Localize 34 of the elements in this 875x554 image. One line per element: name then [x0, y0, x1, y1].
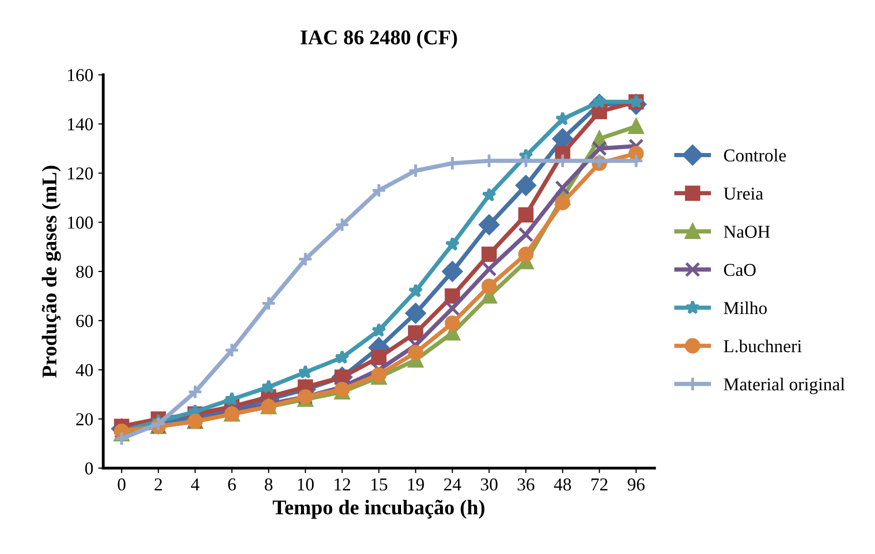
chart-title: IAC 86 2480 (CF) — [300, 30, 457, 49]
y-tick-label: 140 — [68, 118, 93, 130]
y-axis-title: Produção de gases (mL) — [42, 166, 61, 378]
x-tick-label: 0 — [118, 478, 126, 491]
x-tick-label: 6 — [228, 478, 236, 491]
x-tick-label: 8 — [264, 478, 272, 491]
x-tick-label: 24 — [444, 478, 462, 490]
legend-label: Controle — [724, 148, 786, 162]
y-tick-label: 160 — [68, 69, 93, 82]
x-tick-label: 12 — [334, 478, 350, 490]
y-tick-label: 100 — [68, 216, 93, 229]
y-tick-label: 80 — [76, 266, 93, 278]
x-tick-label: 2 — [154, 478, 162, 490]
legend-label: Material original — [724, 378, 845, 394]
legend-label: Ureia — [724, 188, 764, 200]
y-tick-label: 0 — [85, 462, 93, 475]
legend-label: NaOH — [724, 226, 770, 238]
legend-label: CaO — [724, 264, 756, 276]
x-tick-label: 48 — [554, 478, 571, 491]
y-tick-label: 40 — [76, 364, 93, 376]
x-tick-label: 10 — [298, 478, 314, 491]
x-tick-label: 72 — [592, 478, 608, 490]
x-tick-label: 19 — [408, 478, 424, 491]
x-tick-label: 15 — [371, 478, 388, 491]
x-tick-label: 30 — [480, 478, 498, 491]
x-tick-label: 4 — [190, 478, 200, 490]
legend-label: Milho — [724, 301, 767, 314]
legend-label: L.buchneri — [724, 340, 802, 352]
y-tick-label: 120 — [68, 167, 93, 180]
y-tick-label: 60 — [76, 314, 93, 328]
x-tick-label: 96 — [628, 478, 645, 491]
x-axis-title: Tempo de incubação (h) — [272, 500, 484, 519]
x-tick-label: 36 — [518, 478, 534, 491]
y-tick-label: 20 — [76, 413, 93, 426]
